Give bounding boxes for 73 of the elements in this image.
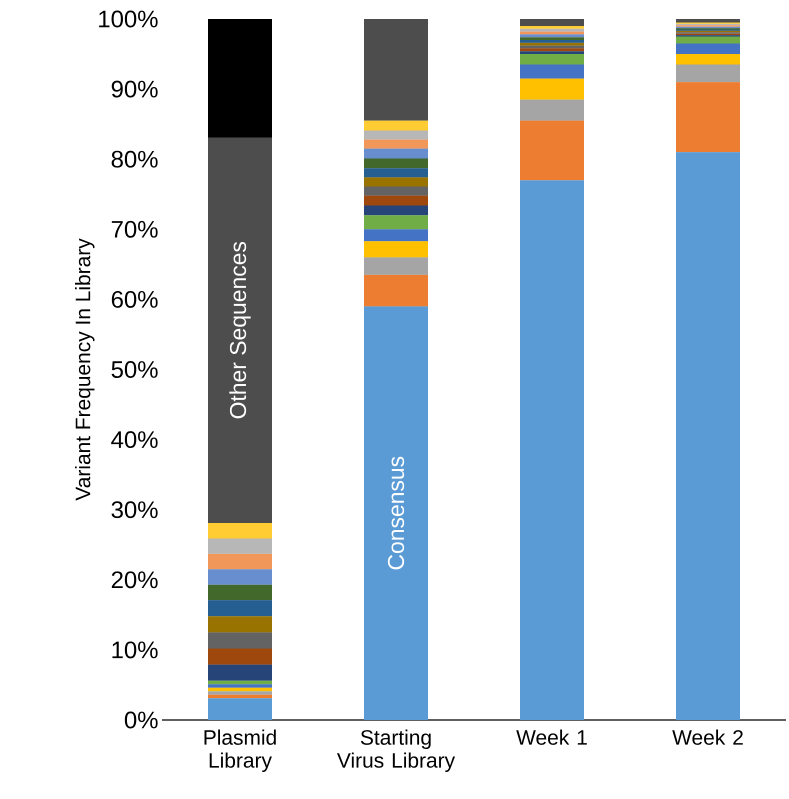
bar [364, 215, 428, 230]
bar [208, 554, 272, 570]
x-tick-label: Starting Virus Library [336, 730, 456, 772]
y-tick-label: 10% [112, 641, 158, 658]
bar [364, 274, 428, 306]
bar [364, 130, 428, 140]
bar [364, 229, 428, 242]
bar [208, 698, 272, 720]
bar [208, 523, 272, 538]
bar [208, 684, 272, 688]
bar [208, 680, 272, 684]
bar [364, 140, 428, 149]
bar [520, 78, 584, 100]
bar [364, 168, 428, 178]
bar [520, 180, 584, 720]
bar [520, 54, 584, 65]
y-tick-label: 20% [112, 571, 158, 588]
bar [364, 306, 428, 720]
bar [676, 44, 740, 54]
bar [208, 616, 272, 632]
bar [208, 584, 272, 600]
y-tick-label: 40% [111, 431, 158, 448]
bar [208, 600, 272, 616]
x-tick-label: Plasmid Library [204, 730, 276, 772]
bar [676, 36, 740, 44]
y-axis-title: Variant Frequency In Library [74, 238, 94, 501]
bar [676, 82, 740, 152]
bar [520, 120, 584, 180]
annotation: Other Sequences [229, 242, 251, 418]
y-tick-label: 30% [112, 501, 158, 518]
bar [208, 632, 272, 648]
bar [676, 152, 740, 720]
bar [520, 100, 584, 121]
bar [364, 186, 428, 196]
y-tick-label: 60% [112, 290, 158, 308]
bar [364, 205, 428, 216]
y-tick-label: 90% [112, 80, 158, 98]
bar [364, 257, 428, 275]
bar [676, 64, 740, 82]
bar [208, 18, 272, 138]
bar [208, 137, 272, 524]
bar [208, 691, 272, 695]
x-tick-label: Week 1 [516, 730, 587, 745]
y-tick-label: 70% [112, 220, 158, 238]
y-tick-label: 50% [112, 361, 158, 378]
y-tick-label: 80% [112, 150, 158, 168]
bar [208, 538, 272, 554]
bar [364, 241, 428, 258]
bar [208, 688, 272, 692]
y-tick-label: 0% [124, 712, 158, 728]
bar [364, 18, 428, 121]
bar [208, 569, 272, 585]
bar [520, 51, 584, 54]
bar [520, 18, 584, 26]
bar [676, 54, 740, 65]
bar [364, 148, 428, 158]
bar [364, 196, 428, 206]
bar [520, 32, 584, 34]
bar [208, 694, 272, 698]
bar [676, 18, 740, 22]
bar [520, 37, 584, 40]
annotation: Consensus [388, 456, 404, 570]
x-tick-label: Week 2 [672, 730, 743, 745]
bar [364, 158, 428, 168]
bar [520, 40, 584, 43]
bar [364, 177, 428, 187]
bar [364, 120, 428, 130]
bar [208, 648, 272, 665]
y-tick-label: 100% [99, 10, 158, 28]
bar [520, 26, 584, 29]
bar [520, 64, 584, 79]
bar [208, 664, 272, 681]
bar [520, 46, 584, 48]
